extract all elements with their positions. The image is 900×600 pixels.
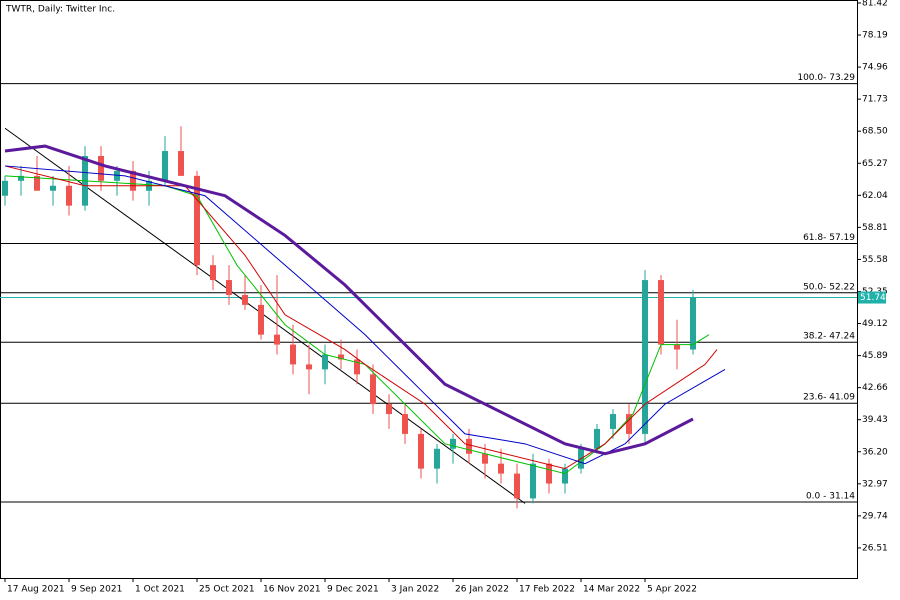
- y-tick-label: 36.20: [862, 447, 888, 457]
- candle-body: [162, 151, 168, 181]
- candle-body: [338, 354, 344, 360]
- x-tick-label: 5 Apr 2022: [647, 585, 697, 595]
- candle-body: [2, 180, 8, 196]
- plot-frame: [0, 0, 858, 579]
- y-tick-label: 68.50: [862, 127, 888, 137]
- last-price-label: 51.74: [860, 293, 886, 303]
- candle-body: [626, 414, 632, 434]
- y-tick-label: 65.27: [862, 159, 888, 169]
- y-tick-label: 32.97: [862, 479, 888, 489]
- candle-body: [562, 468, 568, 484]
- candle-body: [114, 170, 120, 181]
- y-tick-label: 58.81: [862, 223, 888, 233]
- y-tick-label: 81.42: [862, 0, 888, 8]
- fib-label: 38.2- 47.24: [803, 332, 855, 342]
- candle-body: [66, 185, 72, 206]
- candle-body: [130, 170, 136, 191]
- candle-body: [466, 438, 472, 454]
- y-tick-label: 71.73: [862, 95, 888, 105]
- candle-body: [386, 404, 392, 415]
- y-tick-label: 78.19: [862, 31, 888, 41]
- x-tick-label: 9 Sep 2021: [71, 585, 122, 595]
- candle-body: [674, 344, 680, 350]
- y-tick-label: 29.74: [862, 511, 888, 521]
- candle-body: [322, 354, 328, 370]
- y-tick-label: 42.66: [862, 383, 888, 393]
- candle-body: [418, 433, 424, 469]
- y-tick-label: 62.04: [862, 191, 888, 201]
- candle-body: [242, 294, 248, 305]
- y-tick-label: 39.43: [862, 415, 888, 425]
- fib-label: 61.8- 57.19: [803, 233, 855, 243]
- fib-label: 50.0- 52.22: [803, 282, 855, 292]
- x-tick-label: 26 Jan 2022: [455, 585, 509, 595]
- candle-body: [306, 364, 312, 370]
- candle-body: [402, 414, 408, 434]
- candle-body: [290, 344, 296, 365]
- last-price-box: [858, 291, 886, 304]
- x-tick-label: 16 Nov 2021: [263, 585, 321, 595]
- candle-body: [482, 453, 488, 464]
- y-tick-label: 74.96: [862, 63, 888, 73]
- candle-body: [450, 438, 456, 449]
- candle-body: [530, 463, 536, 499]
- candle-body: [370, 374, 376, 405]
- y-tick-label: 55.58: [862, 255, 888, 265]
- candle-body: [658, 280, 664, 345]
- x-tick-label: 1 Oct 2021: [135, 585, 185, 595]
- candle-body: [594, 428, 600, 449]
- candle-body: [178, 151, 184, 176]
- y-tick-label: 26.51: [862, 543, 888, 553]
- fib-label: 23.6- 41.09: [803, 393, 855, 403]
- candle-body: [194, 175, 200, 266]
- fib-label: 100.0- 73.29: [797, 73, 855, 83]
- chart-title: TWTR, Daily: Twitter Inc.: [5, 5, 115, 15]
- fib-label: 0.0 - 31.14: [806, 491, 855, 501]
- candle-body: [18, 175, 24, 181]
- candle-body: [98, 156, 104, 181]
- candle-body: [514, 473, 520, 499]
- candle-body: [610, 414, 616, 429]
- moving-average: [4, 175, 710, 475]
- x-tick-label: 9 Dec 2021: [327, 585, 379, 595]
- candle-body: [434, 448, 440, 469]
- y-tick-label: 45.89: [862, 351, 888, 361]
- candle-body: [50, 185, 56, 191]
- x-tick-label: 3 Jan 2022: [391, 585, 439, 595]
- x-tick-label: 25 Oct 2021: [199, 585, 255, 595]
- candle-body: [258, 304, 264, 335]
- moving-average: [4, 144, 694, 456]
- candle-body: [274, 334, 280, 345]
- candle-body: [498, 463, 504, 474]
- candle-body: [354, 359, 360, 375]
- candle-body: [34, 175, 40, 191]
- candle-body: [690, 297, 696, 350]
- x-tick-label: 17 Aug 2021: [7, 585, 65, 595]
- candle-body: [226, 280, 232, 295]
- trendline: [4, 127, 526, 504]
- candle-body: [210, 265, 216, 281]
- moving-average: [4, 165, 726, 465]
- x-tick-label: 14 Mar 2022: [583, 585, 640, 595]
- candle-body: [546, 463, 552, 484]
- y-tick-label: 49.12: [862, 319, 888, 329]
- moving-average: [4, 165, 718, 470]
- x-tick-label: 17 Feb 2022: [519, 585, 575, 595]
- candle-body: [642, 280, 648, 434]
